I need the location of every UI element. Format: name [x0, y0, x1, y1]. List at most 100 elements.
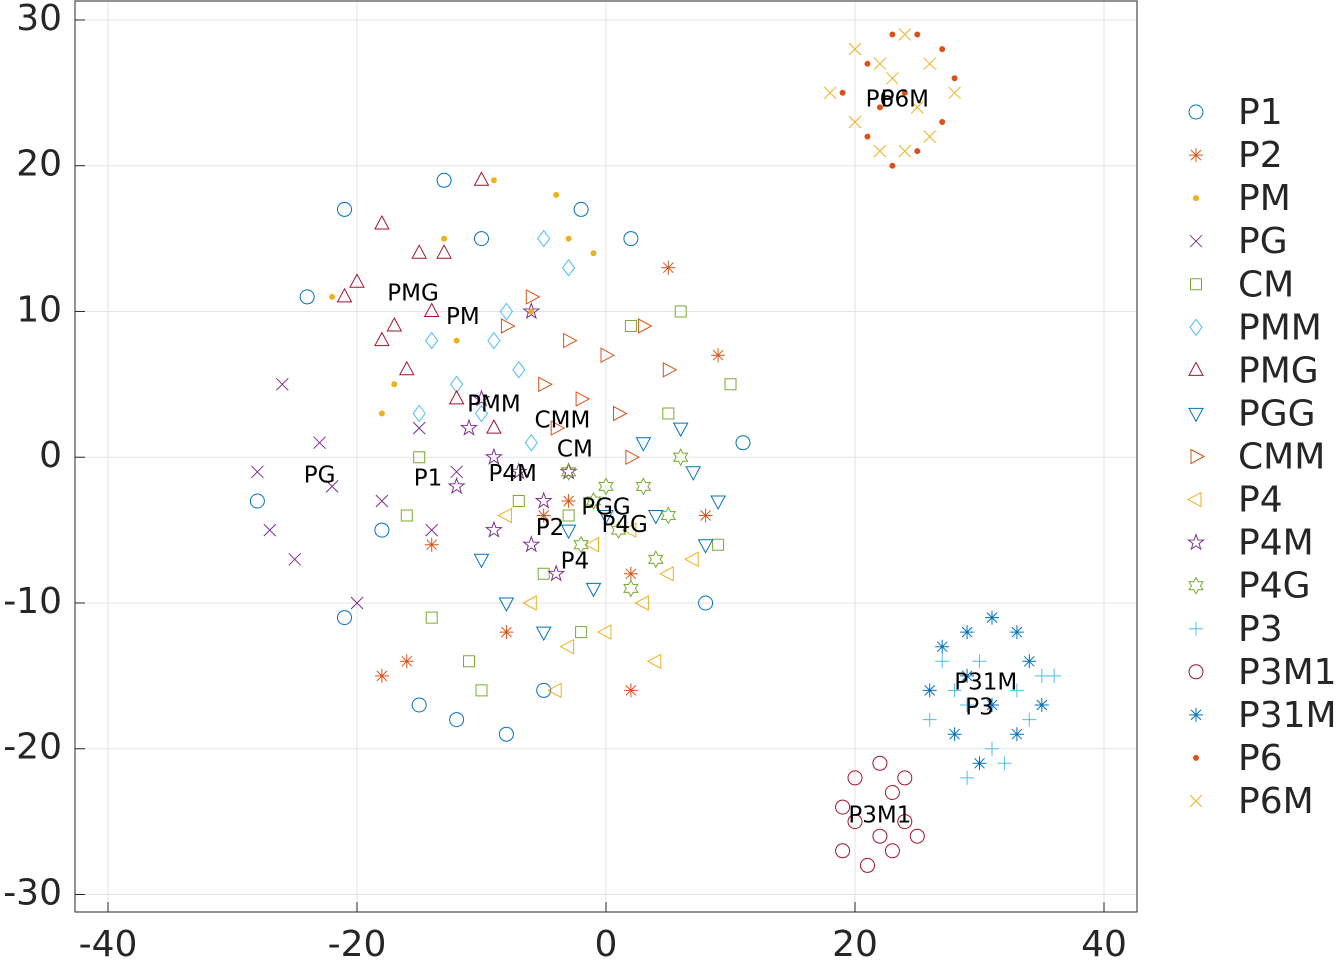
legend-marker [1188, 664, 1204, 680]
point [473, 171, 490, 186]
legend-marker [1189, 234, 1203, 248]
point [313, 436, 326, 450]
point [960, 770, 975, 785]
point [624, 320, 637, 332]
y-tick-label: -20 [3, 727, 62, 768]
legend-marker [1188, 361, 1204, 376]
point [600, 347, 616, 364]
cluster-label: PGG [581, 495, 631, 521]
point [859, 857, 876, 873]
point [724, 378, 737, 391]
point [463, 655, 475, 668]
legend-label: PM [1238, 178, 1291, 219]
point [329, 293, 336, 300]
point [935, 639, 950, 654]
legend-marker [1186, 533, 1206, 551]
point [349, 273, 365, 288]
point [559, 638, 575, 655]
point [299, 289, 315, 305]
point [662, 361, 678, 378]
point [336, 287, 353, 303]
point [889, 162, 896, 169]
point [1009, 683, 1024, 698]
point [474, 404, 489, 423]
point [623, 231, 639, 247]
point [939, 46, 946, 53]
point [425, 331, 439, 350]
point [590, 250, 597, 257]
point [637, 318, 653, 334]
point [662, 407, 675, 420]
point [672, 448, 689, 467]
point [711, 348, 726, 363]
point [698, 595, 714, 611]
point [378, 410, 385, 417]
point [848, 115, 862, 129]
point [475, 684, 488, 697]
point [275, 377, 289, 391]
point [561, 258, 576, 277]
x-tick-label: 0 [595, 924, 618, 964]
point [835, 799, 851, 815]
point [498, 597, 515, 613]
legend-label: P2 [1238, 135, 1283, 176]
legend-marker [1186, 491, 1202, 508]
legend-label: P3M1 [1238, 652, 1337, 693]
cluster-label: P2 [536, 515, 565, 541]
point [635, 437, 652, 452]
legend-label: P6M [1238, 781, 1314, 822]
point [997, 756, 1012, 771]
point [336, 610, 353, 626]
point [876, 104, 883, 111]
point [1022, 712, 1037, 727]
legend-label: CMM [1238, 437, 1325, 478]
point [486, 419, 502, 434]
point [423, 302, 440, 317]
point [835, 843, 851, 859]
point [647, 550, 664, 569]
point [487, 331, 501, 350]
point [336, 201, 353, 217]
point [712, 538, 725, 551]
point [391, 381, 398, 388]
point [672, 422, 689, 438]
point [985, 698, 999, 712]
legend-label: P3 [1238, 609, 1283, 650]
point [884, 785, 900, 800]
point [412, 404, 426, 423]
point [947, 727, 962, 742]
legend-label: PG [1238, 221, 1288, 262]
point [575, 626, 588, 639]
point [598, 477, 614, 496]
point [660, 506, 677, 525]
x-tick-label: 40 [1081, 924, 1127, 964]
point [459, 418, 479, 436]
point [635, 477, 652, 496]
point [848, 42, 862, 56]
point [512, 495, 525, 507]
point [839, 89, 846, 96]
point [449, 712, 465, 728]
point [884, 843, 900, 859]
point [288, 552, 302, 566]
point [960, 625, 975, 640]
point [661, 260, 676, 275]
point [374, 214, 390, 230]
point [647, 510, 664, 525]
legend-marker [1190, 278, 1202, 291]
point [400, 509, 413, 522]
point [374, 668, 389, 683]
point [398, 360, 415, 376]
point [538, 376, 553, 393]
point [972, 654, 987, 669]
point [684, 551, 699, 568]
cluster-label: PM [446, 304, 480, 330]
point [985, 741, 999, 756]
point [889, 31, 896, 38]
point [897, 814, 913, 830]
y-tick-label: 30 [16, 0, 62, 39]
point [537, 567, 550, 580]
point [472, 389, 491, 407]
point [522, 535, 541, 553]
point [536, 682, 552, 698]
